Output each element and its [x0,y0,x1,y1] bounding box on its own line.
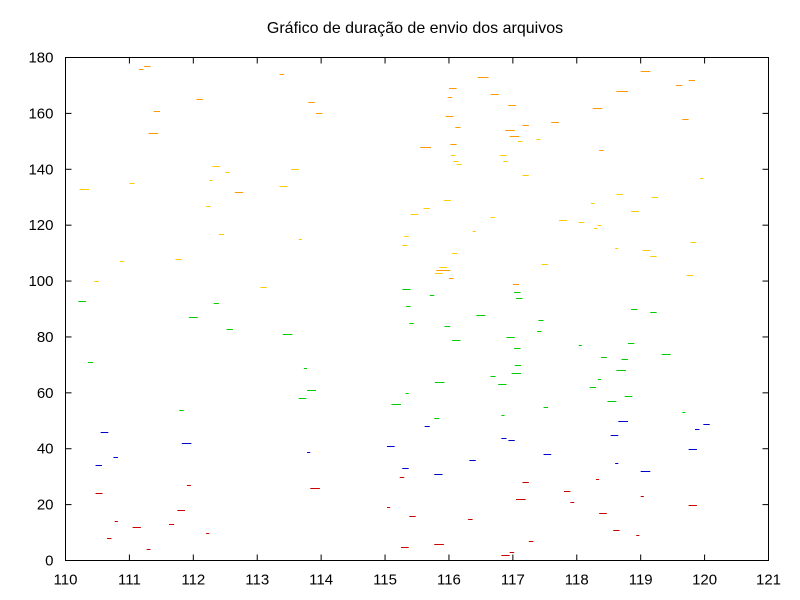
x-tick-label: 111 [118,572,141,589]
plot-frame [65,57,769,561]
series-0 [95,477,697,556]
axis-ticks: 110 111 112 113 114 115 116 117 118 119 120 121 0 20 4… [28,50,781,589]
series-4 [79,139,704,288]
y-tick-label: 100 [28,273,53,290]
x-tick-label: 116 [437,572,461,589]
y-tick-label: 80 [37,329,54,346]
y-tick-label: 0 [45,553,53,570]
y-tick-label: 120 [28,217,53,234]
x-tick-label: 119 [629,572,653,589]
x-tick-label: 110 [54,572,78,589]
series-2 [78,289,686,419]
series-3 [138,66,696,285]
data-marks [78,66,710,556]
y-tick-label: 40 [37,441,54,458]
x-tick-label: 121 [756,572,781,589]
y-tick-label: 20 [37,497,54,514]
x-tick-label: 113 [245,572,269,589]
x-tick-label: 118 [565,572,589,589]
series-1 [95,421,710,475]
x-tick-label: 117 [501,572,525,589]
chart-title: Gráfico de duração de envio dos arquivos [267,20,563,37]
x-tick-label: 120 [692,572,717,589]
x-tick-label: 112 [181,572,205,589]
y-tick-label: 140 [28,161,53,178]
x-tick-label: 115 [373,572,397,589]
y-tick-label: 160 [28,105,53,122]
y-tick-label: 60 [37,385,54,402]
x-tick-label: 114 [309,572,333,589]
y-tick-label: 180 [28,50,53,67]
